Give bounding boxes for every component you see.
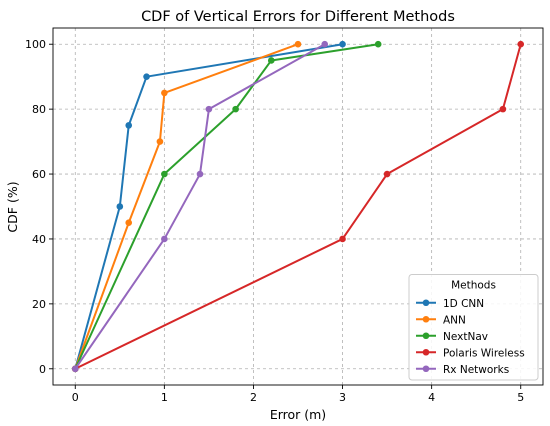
data-point-nextnav-2	[232, 105, 239, 113]
data-point-1d-cnn-3	[143, 73, 150, 80]
data-point-nextnav-1	[161, 170, 168, 178]
x-tick-label-2: 2	[250, 391, 257, 404]
x-tick-label-0: 0	[72, 391, 79, 404]
chart-title: CDF of Vertical Errors for Different Met…	[141, 9, 455, 25]
data-point-1d-cnn-4	[339, 40, 346, 48]
data-point-polaris-wireless-2	[383, 170, 391, 178]
data-point-polaris-wireless-1	[339, 235, 346, 243]
legend-marker-polaris-wireless	[422, 348, 430, 356]
y-tick-label-2: 40	[32, 233, 46, 246]
data-point-rx-networks-0	[71, 365, 79, 373]
y-tick-label-1: 20	[32, 298, 46, 311]
x-tick-label-1: 1	[161, 391, 168, 404]
legend-marker-ann	[422, 315, 430, 323]
y-tick-label-4: 80	[32, 103, 46, 116]
legend-label-1d-cnn: 1D CNN	[443, 298, 484, 310]
y-axis-label: CDF (%)	[5, 181, 20, 232]
y-tick-label-3: 60	[32, 168, 46, 181]
data-point-ann-2	[156, 138, 164, 145]
legend-marker-nextnav	[422, 332, 430, 340]
x-tick-label-4: 4	[428, 391, 435, 404]
data-point-ann-4	[294, 40, 302, 48]
legend-label-nextnav: NextNav	[443, 331, 488, 343]
legend: Methods 1D CNN ANN NextNav Polaris Wireless R…	[408, 274, 539, 381]
data-point-1d-cnn-1	[116, 203, 124, 210]
data-point-polaris-wireless-3	[499, 105, 507, 113]
data-point-polaris-wireless-4	[517, 40, 525, 48]
data-point-rx-networks-1	[161, 235, 168, 243]
legend-marker-rx-networks	[422, 365, 430, 373]
data-point-rx-networks-2	[196, 170, 204, 178]
data-point-rx-networks-4	[321, 40, 329, 48]
x-tick-label-3: 3	[339, 391, 346, 404]
plot-area: 0 1 2 3 4 5 0 20 40 60 80 100	[25, 27, 544, 404]
legend-box	[408, 274, 539, 381]
legend-marker-1d-cnn	[422, 299, 430, 307]
plot-frame	[52, 27, 544, 386]
data-point-rx-networks-3	[205, 105, 213, 113]
legend-title: Methods	[451, 280, 496, 292]
data-point-nextnav-3	[267, 57, 275, 64]
data-point-1d-cnn-2	[125, 122, 133, 129]
data-point-nextnav-4	[374, 40, 382, 48]
data-point-ann-1	[125, 219, 133, 227]
x-tick-label-5: 5	[517, 391, 524, 404]
legend-label-rx-networks: Rx Networks	[443, 364, 509, 376]
legend-label-polaris-wireless: Polaris Wireless	[443, 347, 525, 359]
x-axis-label: Error (m)	[270, 407, 326, 422]
y-tick-label-0: 0	[39, 363, 46, 376]
legend-label-ann: ANN	[443, 314, 466, 326]
data-point-ann-3	[161, 89, 168, 97]
y-tick-label-5: 100	[25, 38, 46, 51]
